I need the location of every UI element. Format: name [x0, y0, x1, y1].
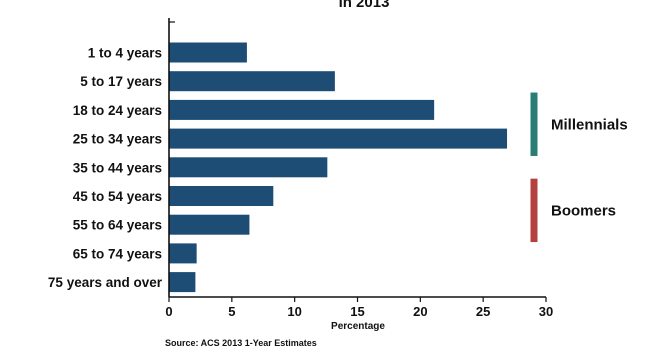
bars-layer	[169, 42, 508, 293]
x-tick-label-15: 15	[350, 304, 364, 319]
category-label-45-to-54-years: 45 to 54 years	[73, 189, 162, 204]
category-label-1-to-4-years: 1 to 4 years	[88, 46, 162, 61]
bar-1-to-4-years	[169, 42, 247, 63]
bar-65-to-74-years	[169, 243, 197, 264]
category-label-35-to-44-years: 35 to 44 years	[73, 160, 162, 175]
category-label-25-to-34-years: 25 to 34 years	[73, 132, 162, 147]
x-tick-label-0: 0	[165, 304, 172, 319]
bar-45-to-54-years	[169, 186, 274, 206]
source-note: Source: ACS 2013 1-Year Estimates	[165, 338, 317, 348]
x-axis-title: Percentage	[331, 321, 385, 332]
chart-title: in 2013	[339, 0, 390, 11]
bar-55-to-64-years	[169, 214, 250, 235]
bar-35-to-44-years	[169, 157, 328, 178]
bar-25-to-34-years	[169, 128, 508, 149]
group-label-millennials: Millennials	[551, 116, 628, 133]
x-tick-label-25: 25	[476, 304, 490, 319]
x-tick-label-5: 5	[228, 304, 235, 319]
group-annotations: Millennials Boomers	[530, 92, 628, 243]
category-label-18-to-24-years: 18 to 24 years	[73, 103, 162, 118]
x-tick-label-10: 10	[287, 304, 301, 319]
group-bracket-millennials	[530, 92, 538, 156]
x-tick-label-20: 20	[413, 304, 427, 319]
category-label-75-years-and-over: 75 years and over	[48, 275, 163, 290]
group-label-boomers: Boomers	[551, 202, 616, 219]
category-label-5-to-17-years: 5 to 17 years	[80, 74, 162, 89]
group-bracket-boomers	[530, 178, 538, 243]
category-labels: 1 to 4 years 5 to 17 years 18 to 24 years 2…	[48, 46, 163, 291]
bar-18-to-24-years	[169, 99, 435, 120]
bar-75-years-and-over	[169, 272, 196, 293]
category-label-55-to-64-years: 55 to 64 years	[73, 218, 162, 233]
category-label-65-to-74-years: 65 to 74 years	[73, 246, 162, 261]
x-axis: 0 5 10 15 20 25 30	[165, 18, 553, 319]
x-tick-label-30: 30	[539, 304, 553, 319]
bar-5-to-17-years	[169, 71, 335, 92]
